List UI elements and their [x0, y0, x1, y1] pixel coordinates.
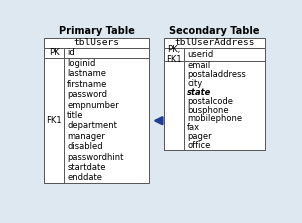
Text: Primary Table: Primary Table: [59, 26, 135, 36]
Text: id: id: [67, 48, 75, 58]
Text: office: office: [187, 141, 211, 150]
Text: manager: manager: [67, 132, 105, 141]
Text: busphone: busphone: [187, 106, 229, 115]
Bar: [164, 47, 184, 61]
Text: postalcode: postalcode: [187, 97, 233, 106]
Text: userid: userid: [187, 50, 214, 59]
Text: loginid: loginid: [67, 59, 95, 68]
Text: pager: pager: [187, 132, 212, 141]
Bar: [44, 58, 64, 183]
Text: PK: PK: [49, 48, 59, 58]
Text: PK,
FK1: PK, FK1: [166, 45, 182, 64]
Text: postaladdress: postaladdress: [187, 70, 246, 79]
Text: title: title: [67, 111, 84, 120]
Text: lastname: lastname: [67, 69, 106, 78]
Text: fax: fax: [187, 123, 201, 132]
Text: Secondary Table: Secondary Table: [169, 26, 260, 36]
Text: disabled: disabled: [67, 142, 103, 151]
Text: tblUsers: tblUsers: [74, 38, 120, 47]
Text: department: department: [67, 121, 117, 130]
Bar: [44, 37, 149, 47]
Text: email: email: [187, 61, 210, 70]
Bar: [164, 61, 184, 150]
Text: firstname: firstname: [67, 80, 108, 89]
Text: tblUserAddress: tblUserAddress: [174, 38, 255, 47]
Bar: [164, 61, 265, 150]
Text: empnumber: empnumber: [67, 101, 119, 110]
Text: startdate: startdate: [67, 163, 106, 172]
Text: FK1: FK1: [46, 116, 62, 125]
Text: city: city: [187, 79, 203, 88]
Bar: [44, 58, 149, 183]
Bar: [164, 47, 265, 61]
Bar: [44, 47, 149, 58]
Text: mobilephone: mobilephone: [187, 114, 243, 124]
Text: passwordhint: passwordhint: [67, 153, 124, 162]
Bar: [164, 37, 265, 47]
Text: enddate: enddate: [67, 173, 102, 182]
Bar: [44, 47, 64, 58]
Text: password: password: [67, 90, 107, 99]
Text: state: state: [187, 88, 212, 97]
